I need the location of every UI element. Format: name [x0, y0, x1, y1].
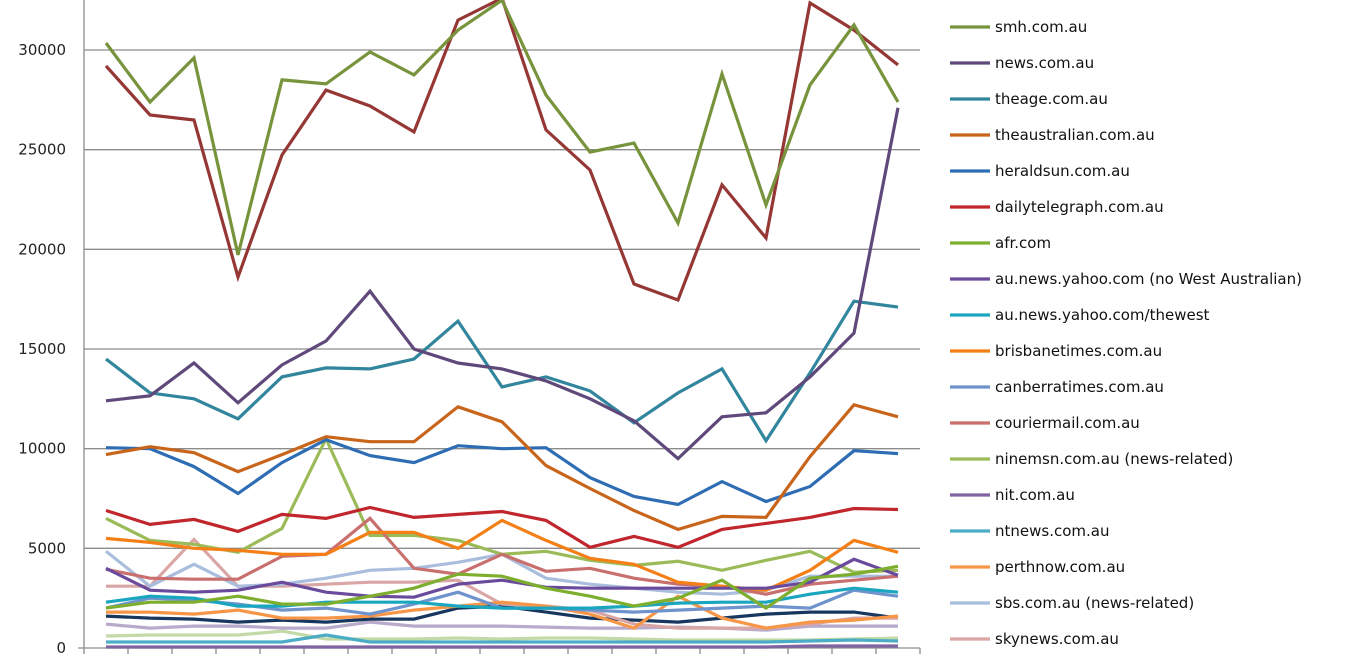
legend-label: brisbanetimes.com.au	[995, 342, 1162, 360]
series-line-theage-com-au	[105, 299, 899, 444]
legend-label: smh.com.au	[995, 18, 1087, 36]
series-line-au-news-yahoo-com-no-west-australian-	[105, 557, 899, 599]
series-line-ninemsn-com-au-news-related-	[105, 434, 899, 574]
legend-label: au.news.yahoo.com/thewest	[995, 306, 1210, 324]
series-line-afr-com	[105, 564, 899, 611]
legend-label: canberratimes.com.au	[995, 378, 1164, 396]
legend-label: afr.com	[995, 234, 1051, 252]
y-axis-ticks: 0 5000 10000 15000 20000 25000 30000	[18, 41, 66, 657]
series-line-ntnews-com-au	[106, 633, 899, 644]
legend-label: ninemsn.com.au (news-related)	[995, 450, 1233, 468]
y-tick-label: 15000	[18, 340, 66, 358]
y-tick-label: 25000	[18, 141, 66, 159]
legend-label: skynews.com.au	[995, 630, 1119, 648]
series-line-couriermail-com-au	[105, 516, 899, 596]
legend-label: news.com.au	[995, 54, 1094, 72]
legend-label: ntnews.com.au	[995, 522, 1109, 540]
series-line-unlabeled-18	[104, 0, 899, 303]
legend-label: perthnow.com.au	[995, 558, 1125, 576]
series-line-news-com-au	[105, 107, 900, 461]
legend-label: nit.com.au	[995, 486, 1075, 504]
series-line-unlabeled-20	[105, 620, 898, 632]
series-line-heraldsun-com-au	[105, 437, 899, 507]
series-line-nit-com-au	[106, 644, 898, 649]
gridlines	[84, 49, 920, 549]
series-line-theaustralian-com-au	[105, 402, 899, 532]
legend-label: couriermail.com.au	[995, 414, 1140, 432]
series-line-dailytelegraph-com-au	[105, 505, 899, 550]
series-line-brisbanetimes-com-au	[105, 518, 899, 592]
legend-label: theage.com.au	[995, 90, 1108, 108]
y-tick-label: 5000	[28, 539, 66, 557]
y-tick-label: 0	[56, 639, 66, 657]
legend-label: au.news.yahoo.com (no West Australian)	[995, 270, 1302, 288]
legend-label: theaustralian.com.au	[995, 126, 1155, 144]
legend-label: heraldsun.com.au	[995, 162, 1130, 180]
series-line-unlabeled-19	[105, 604, 899, 624]
legend-label: dailytelegraph.com.au	[995, 198, 1164, 216]
series-line-au-news-yahoo-com-thewest	[105, 586, 899, 610]
y-tick-label: 10000	[18, 440, 66, 458]
series-lines	[104, 0, 900, 649]
series-line-smh-com-au	[104, 0, 900, 256]
y-tick-label: 30000	[18, 41, 66, 59]
legend-label: sbs.com.au (news-related)	[995, 594, 1194, 612]
series-line-perthnow-com-au	[106, 594, 899, 630]
y-tick-label: 20000	[18, 240, 66, 258]
series-line-unlabeled-21	[105, 629, 899, 642]
legend: smh.com.au news.com.au theage.com.au theaus…	[950, 18, 1302, 648]
